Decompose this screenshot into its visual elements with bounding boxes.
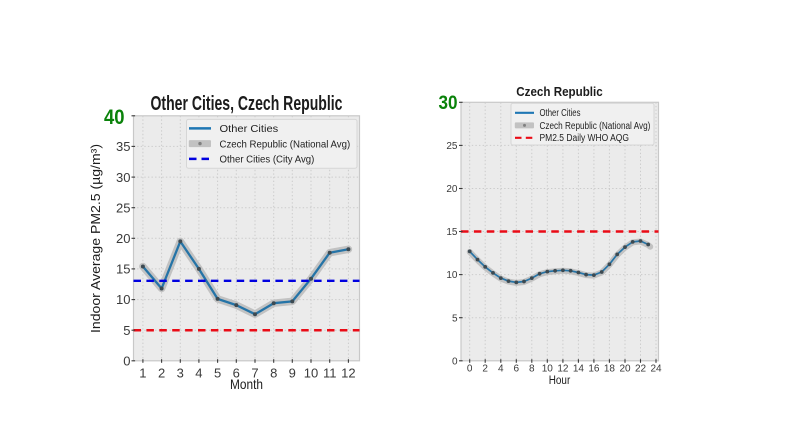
svg-text:10: 10	[446, 270, 458, 281]
svg-text:Other Cities: Other Cities	[540, 108, 581, 119]
svg-text:3: 3	[177, 366, 184, 381]
svg-text:0: 0	[123, 354, 130, 369]
svg-text:15: 15	[116, 262, 130, 277]
svg-text:0: 0	[452, 356, 458, 367]
svg-text:Czech Republic (National Avg): Czech Republic (National Avg)	[540, 121, 651, 132]
svg-text:40: 40	[104, 106, 125, 129]
svg-text:Czech Republic (National Avg): Czech Republic (National Avg)	[220, 138, 351, 150]
svg-text:20: 20	[116, 231, 130, 246]
svg-text:Indoor Average PM2.5 (µg/m³): Indoor Average PM2.5 (µg/m³)	[88, 144, 103, 333]
svg-text:6: 6	[514, 363, 520, 374]
svg-text:0: 0	[467, 363, 473, 374]
svg-text:10: 10	[304, 366, 318, 381]
svg-text:5: 5	[214, 366, 221, 381]
svg-text:24: 24	[650, 363, 662, 374]
svg-text:4: 4	[195, 366, 202, 381]
svg-text:PM2.5 Daily WHO AQG: PM2.5 Daily WHO AQG	[540, 133, 630, 144]
svg-text:2: 2	[158, 366, 165, 381]
svg-text:25: 25	[446, 141, 458, 152]
svg-text:20: 20	[446, 184, 458, 195]
svg-text:15: 15	[446, 227, 458, 238]
svg-text:9: 9	[289, 366, 296, 381]
svg-text:Other Cities: Other Cities	[220, 123, 279, 135]
svg-text:8: 8	[529, 363, 535, 374]
svg-text:6: 6	[233, 366, 240, 381]
svg-text:Other Cities (City Avg): Other Cities (City Avg)	[220, 154, 315, 166]
svg-text:20: 20	[619, 363, 631, 374]
svg-text:10: 10	[116, 292, 130, 307]
svg-text:5: 5	[452, 313, 458, 324]
svg-text:22: 22	[635, 363, 647, 374]
svg-text:Hour: Hour	[549, 375, 571, 387]
svg-text:12: 12	[341, 366, 355, 381]
svg-text:10: 10	[542, 363, 554, 374]
svg-text:11: 11	[323, 366, 337, 381]
svg-text:30: 30	[116, 170, 130, 185]
svg-text:5: 5	[123, 323, 130, 338]
svg-text:35: 35	[116, 139, 130, 154]
svg-text:30: 30	[439, 93, 458, 114]
svg-text:Other Cities, Czech Republic: Other Cities, Czech Republic	[151, 92, 343, 115]
svg-text:7: 7	[251, 366, 258, 381]
svg-text:4: 4	[498, 363, 504, 374]
svg-text:1: 1	[139, 366, 146, 381]
svg-text:12: 12	[557, 363, 569, 374]
svg-text:16: 16	[588, 363, 600, 374]
svg-text:25: 25	[116, 200, 130, 215]
svg-text:14: 14	[573, 363, 585, 374]
svg-text:8: 8	[270, 366, 277, 381]
svg-text:2: 2	[482, 363, 488, 374]
svg-text:18: 18	[604, 363, 616, 374]
svg-text:Czech Republic: Czech Republic	[516, 84, 602, 99]
svg-text:Month: Month	[230, 376, 263, 392]
